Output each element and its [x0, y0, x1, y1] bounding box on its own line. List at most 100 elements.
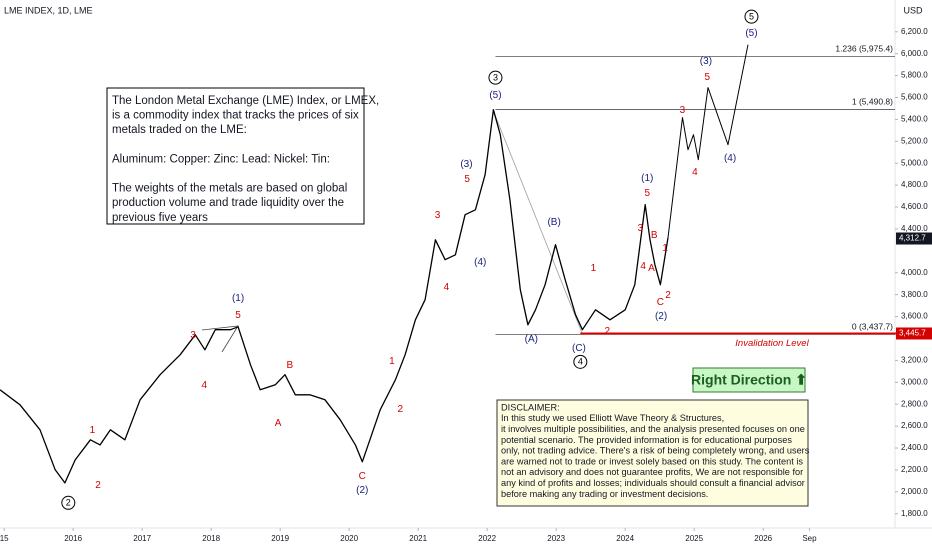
wave-label: 4: [640, 261, 646, 272]
wave-label: (2): [356, 485, 368, 496]
disclaimer-text: not an advisory and does not guarantee p…: [501, 467, 803, 477]
disclaimer-text: any kind of profits and losses; individu…: [501, 478, 805, 488]
info-text: Aluminum: Copper: Zinc: Lead: Nickel: Ti…: [112, 153, 330, 165]
projection-line: [667, 44, 749, 238]
wave-label: 4: [578, 357, 583, 367]
wave-circle: [488, 70, 503, 85]
info-text: metals traded on the LME:: [112, 124, 247, 136]
wave-label: 4: [201, 380, 207, 391]
wave-label: 5: [705, 72, 711, 83]
y-tick-label: 4,000.0: [901, 268, 928, 277]
wave-circle: [573, 354, 588, 369]
wave-label: 4: [444, 282, 450, 293]
wave-label: C: [359, 471, 366, 482]
x-tick-label: 2024: [616, 534, 634, 543]
info-text: production volume and trade liquidity ov…: [112, 197, 344, 209]
invalidation-text: Invalidation Level: [735, 338, 809, 349]
y-tick-label: 2,000.0: [901, 487, 928, 496]
wave-label: (4): [474, 257, 486, 268]
x-tick-label: Sep: [802, 534, 817, 543]
x-tick-label: 2019: [271, 534, 289, 543]
wave-label: (4): [724, 153, 736, 164]
price-tag: [896, 327, 932, 340]
disclaimer-text: DISCLAIMER:: [501, 402, 560, 412]
wave-label: (C): [572, 343, 586, 354]
y-tick-label: 5,000.0: [901, 158, 928, 167]
wave-label: (1): [232, 293, 244, 304]
badge: Right Direction ⬆: [691, 372, 807, 388]
y-tick-label: 5,600.0: [901, 93, 928, 102]
wave-label: C: [657, 297, 664, 308]
x-tick-label: 2020: [340, 534, 358, 543]
wave-label: 2: [66, 498, 71, 508]
badge-box: [692, 367, 806, 393]
disclaimer-text: it involves multiple possibilities, and …: [501, 424, 805, 434]
x-tick-label: 2022: [478, 534, 496, 543]
fib-label: 1.236 (5,975.4): [835, 44, 893, 54]
y-tick-label: 3,600.0: [901, 312, 928, 321]
y-tick-label: 3,200.0: [901, 356, 928, 365]
wave-label: 5: [644, 188, 650, 199]
y-tick-label: 5,400.0: [901, 115, 928, 124]
y-tick-label: 4,600.0: [901, 202, 928, 211]
wave-label: B: [651, 230, 658, 241]
wave-label: 5: [235, 310, 241, 321]
wave-label: (B): [547, 217, 560, 228]
wave-label: 2: [604, 326, 610, 337]
wave-label: 3: [190, 330, 196, 341]
wave-label: (5): [745, 28, 757, 39]
y-tick-label: 5,800.0: [901, 71, 928, 80]
y-tick-label: 1,800.0: [901, 509, 928, 518]
info-text: The weights of the metals are based on g…: [112, 183, 347, 195]
fib-label: 0 (3,437.7): [852, 322, 893, 332]
disclaimer-box: [496, 399, 809, 507]
info-box: [106, 87, 365, 225]
y-tick-label: 6,000.0: [901, 49, 928, 58]
triangle-pattern: [201, 325, 239, 353]
x-tick-label: 2025: [685, 534, 703, 543]
disclaimer-text: are warned not to trade or invest solely…: [501, 456, 803, 466]
wave-label: B: [286, 360, 293, 371]
disclaimer-text: In this study we used Elliott Wave Theor…: [501, 413, 724, 423]
wave-label: 1: [90, 425, 96, 436]
price-line: [0, 109, 669, 484]
x-tick-label: 2016: [64, 534, 82, 543]
y-tick-label: 4,400.0: [901, 224, 928, 233]
wave-circle: [744, 9, 759, 24]
wave-label: A: [275, 418, 282, 429]
wave-label: 1: [662, 243, 668, 254]
wave-label: (3): [460, 159, 472, 170]
y-tick-label: 2,200.0: [901, 465, 928, 474]
wave-label: 4: [692, 167, 698, 178]
y-tick-label: 3,800.0: [901, 290, 928, 299]
wave-label: 2: [95, 480, 101, 491]
wave-label: 3: [493, 73, 498, 83]
wave-label: 3: [638, 223, 644, 234]
wave-label: 5: [464, 174, 470, 185]
wave-label: 2: [397, 404, 403, 415]
wave-label: 1: [389, 356, 395, 367]
price-tag-label: 4,312.7: [899, 234, 926, 243]
wave-label: 5: [749, 12, 754, 22]
wave-circle: [61, 495, 76, 510]
wave-label: 2: [665, 290, 671, 301]
disclaimer-text: only, not trading advice. There's a risk…: [501, 446, 810, 456]
y-tick-label: 2,600.0: [901, 421, 928, 430]
chart-title: LME INDEX, 1D, LME: [4, 5, 93, 15]
y-tick-label: 4,800.0: [901, 180, 928, 189]
price-tag: [896, 232, 932, 245]
x-tick-label: 15: [0, 534, 9, 543]
y-tick-label: 2,400.0: [901, 443, 928, 452]
info-text: The London Metal Exchange (LME) Index, o…: [112, 95, 379, 107]
fib-label: 1 (5,490.8): [852, 97, 893, 107]
wave-label: (5): [489, 90, 501, 101]
price-tag-label: 3,445.7: [899, 329, 926, 338]
wave-label: A: [648, 263, 655, 274]
x-tick-label: 2023: [547, 534, 565, 543]
plot-layer: [0, 31, 932, 531]
currency: USD: [903, 5, 923, 15]
y-tick-label: 2,800.0: [901, 399, 928, 408]
y-tick-label: 5,200.0: [901, 136, 928, 145]
wave-label: 3: [435, 210, 441, 221]
disclaimer-text: before making any trading or investment …: [501, 489, 708, 499]
